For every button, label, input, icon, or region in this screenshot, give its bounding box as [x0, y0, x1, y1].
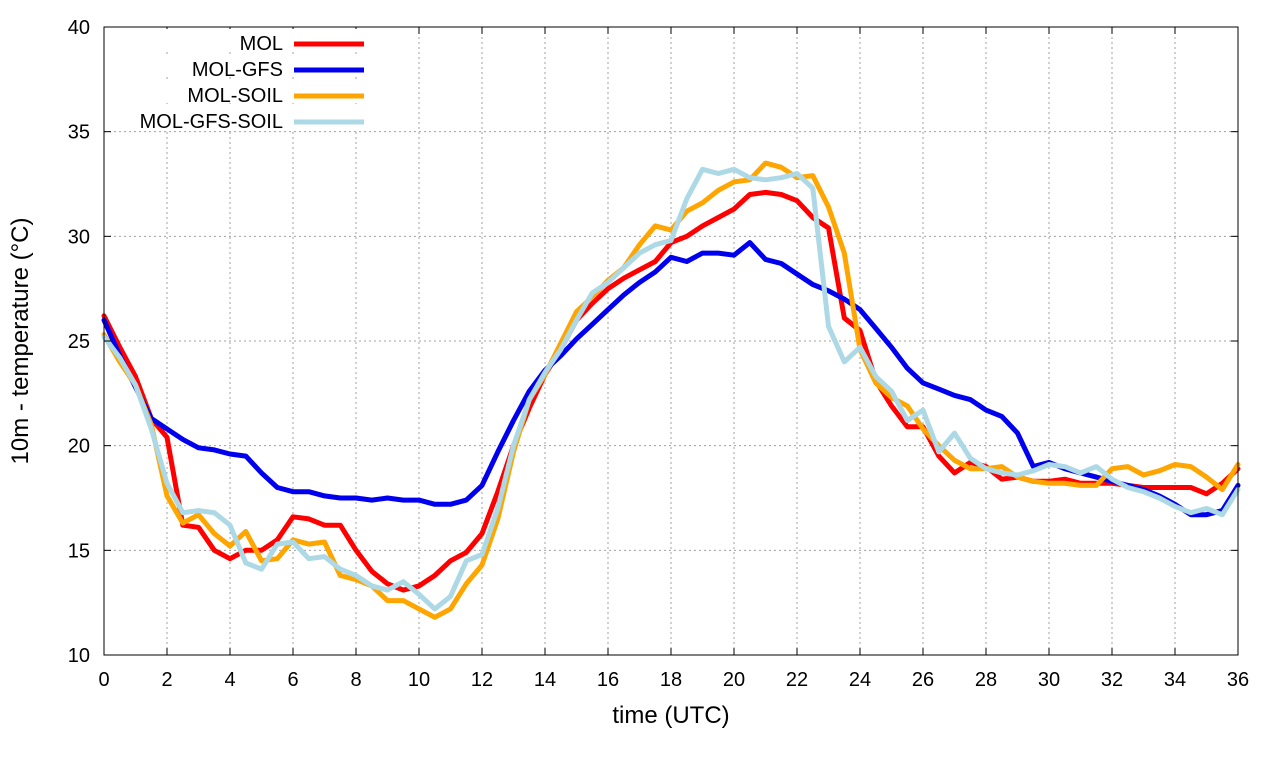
y-tick-label: 15 — [68, 540, 90, 562]
legend-label: MOL — [240, 33, 283, 55]
x-tick-label: 28 — [975, 669, 997, 691]
x-tick-label: 10 — [408, 669, 430, 691]
y-tick-label: 30 — [68, 226, 90, 248]
y-tick-label: 20 — [68, 436, 90, 458]
x-tick-label: 32 — [1101, 669, 1123, 691]
y-tick-label: 40 — [68, 17, 90, 39]
x-tick-label: 30 — [1038, 669, 1060, 691]
y-tick-label: 35 — [68, 122, 90, 144]
legend-label: MOL-GFS — [192, 59, 283, 81]
x-tick-label: 6 — [287, 669, 298, 691]
series-group — [101, 160, 1241, 620]
x-axis-label: time (UTC) — [612, 702, 729, 729]
x-tick-label: 20 — [723, 669, 745, 691]
series-line-mol-gfs-soil — [101, 166, 1241, 612]
x-tick-label: 34 — [1164, 669, 1186, 691]
x-tick-label: 14 — [534, 669, 556, 691]
legend-label: MOL-GFS-SOIL — [140, 111, 283, 133]
y-tick-label: 10 — [68, 645, 90, 667]
x-tick-label: 8 — [350, 669, 361, 691]
x-tick-label: 0 — [98, 669, 109, 691]
y-tick-label: 25 — [68, 331, 90, 353]
legend: MOL MOL-GFS MOL-SOIL MOL-GFS-SOIL — [110, 29, 372, 133]
x-tick-label: 24 — [849, 669, 871, 691]
grid-lines — [104, 27, 1238, 655]
x-tick-label: 2 — [161, 669, 172, 691]
x-axis-ticks: 0 2 4 6 8 10 12 14 16 18 20 22 24 26 28 30 32 34 36 — [98, 27, 1249, 691]
y-axis-label: 10m - temperature (°C) — [7, 218, 34, 465]
legend-label: MOL-SOIL — [187, 85, 283, 107]
x-tick-label: 26 — [912, 669, 934, 691]
x-tick-label: 22 — [786, 669, 808, 691]
x-tick-label: 4 — [224, 669, 235, 691]
x-tick-label: 12 — [471, 669, 493, 691]
x-tick-label: 16 — [597, 669, 619, 691]
x-tick-label: 36 — [1227, 669, 1249, 691]
x-tick-label: 18 — [660, 669, 682, 691]
y-axis-ticks: 10 15 20 25 30 35 40 — [68, 17, 1238, 667]
